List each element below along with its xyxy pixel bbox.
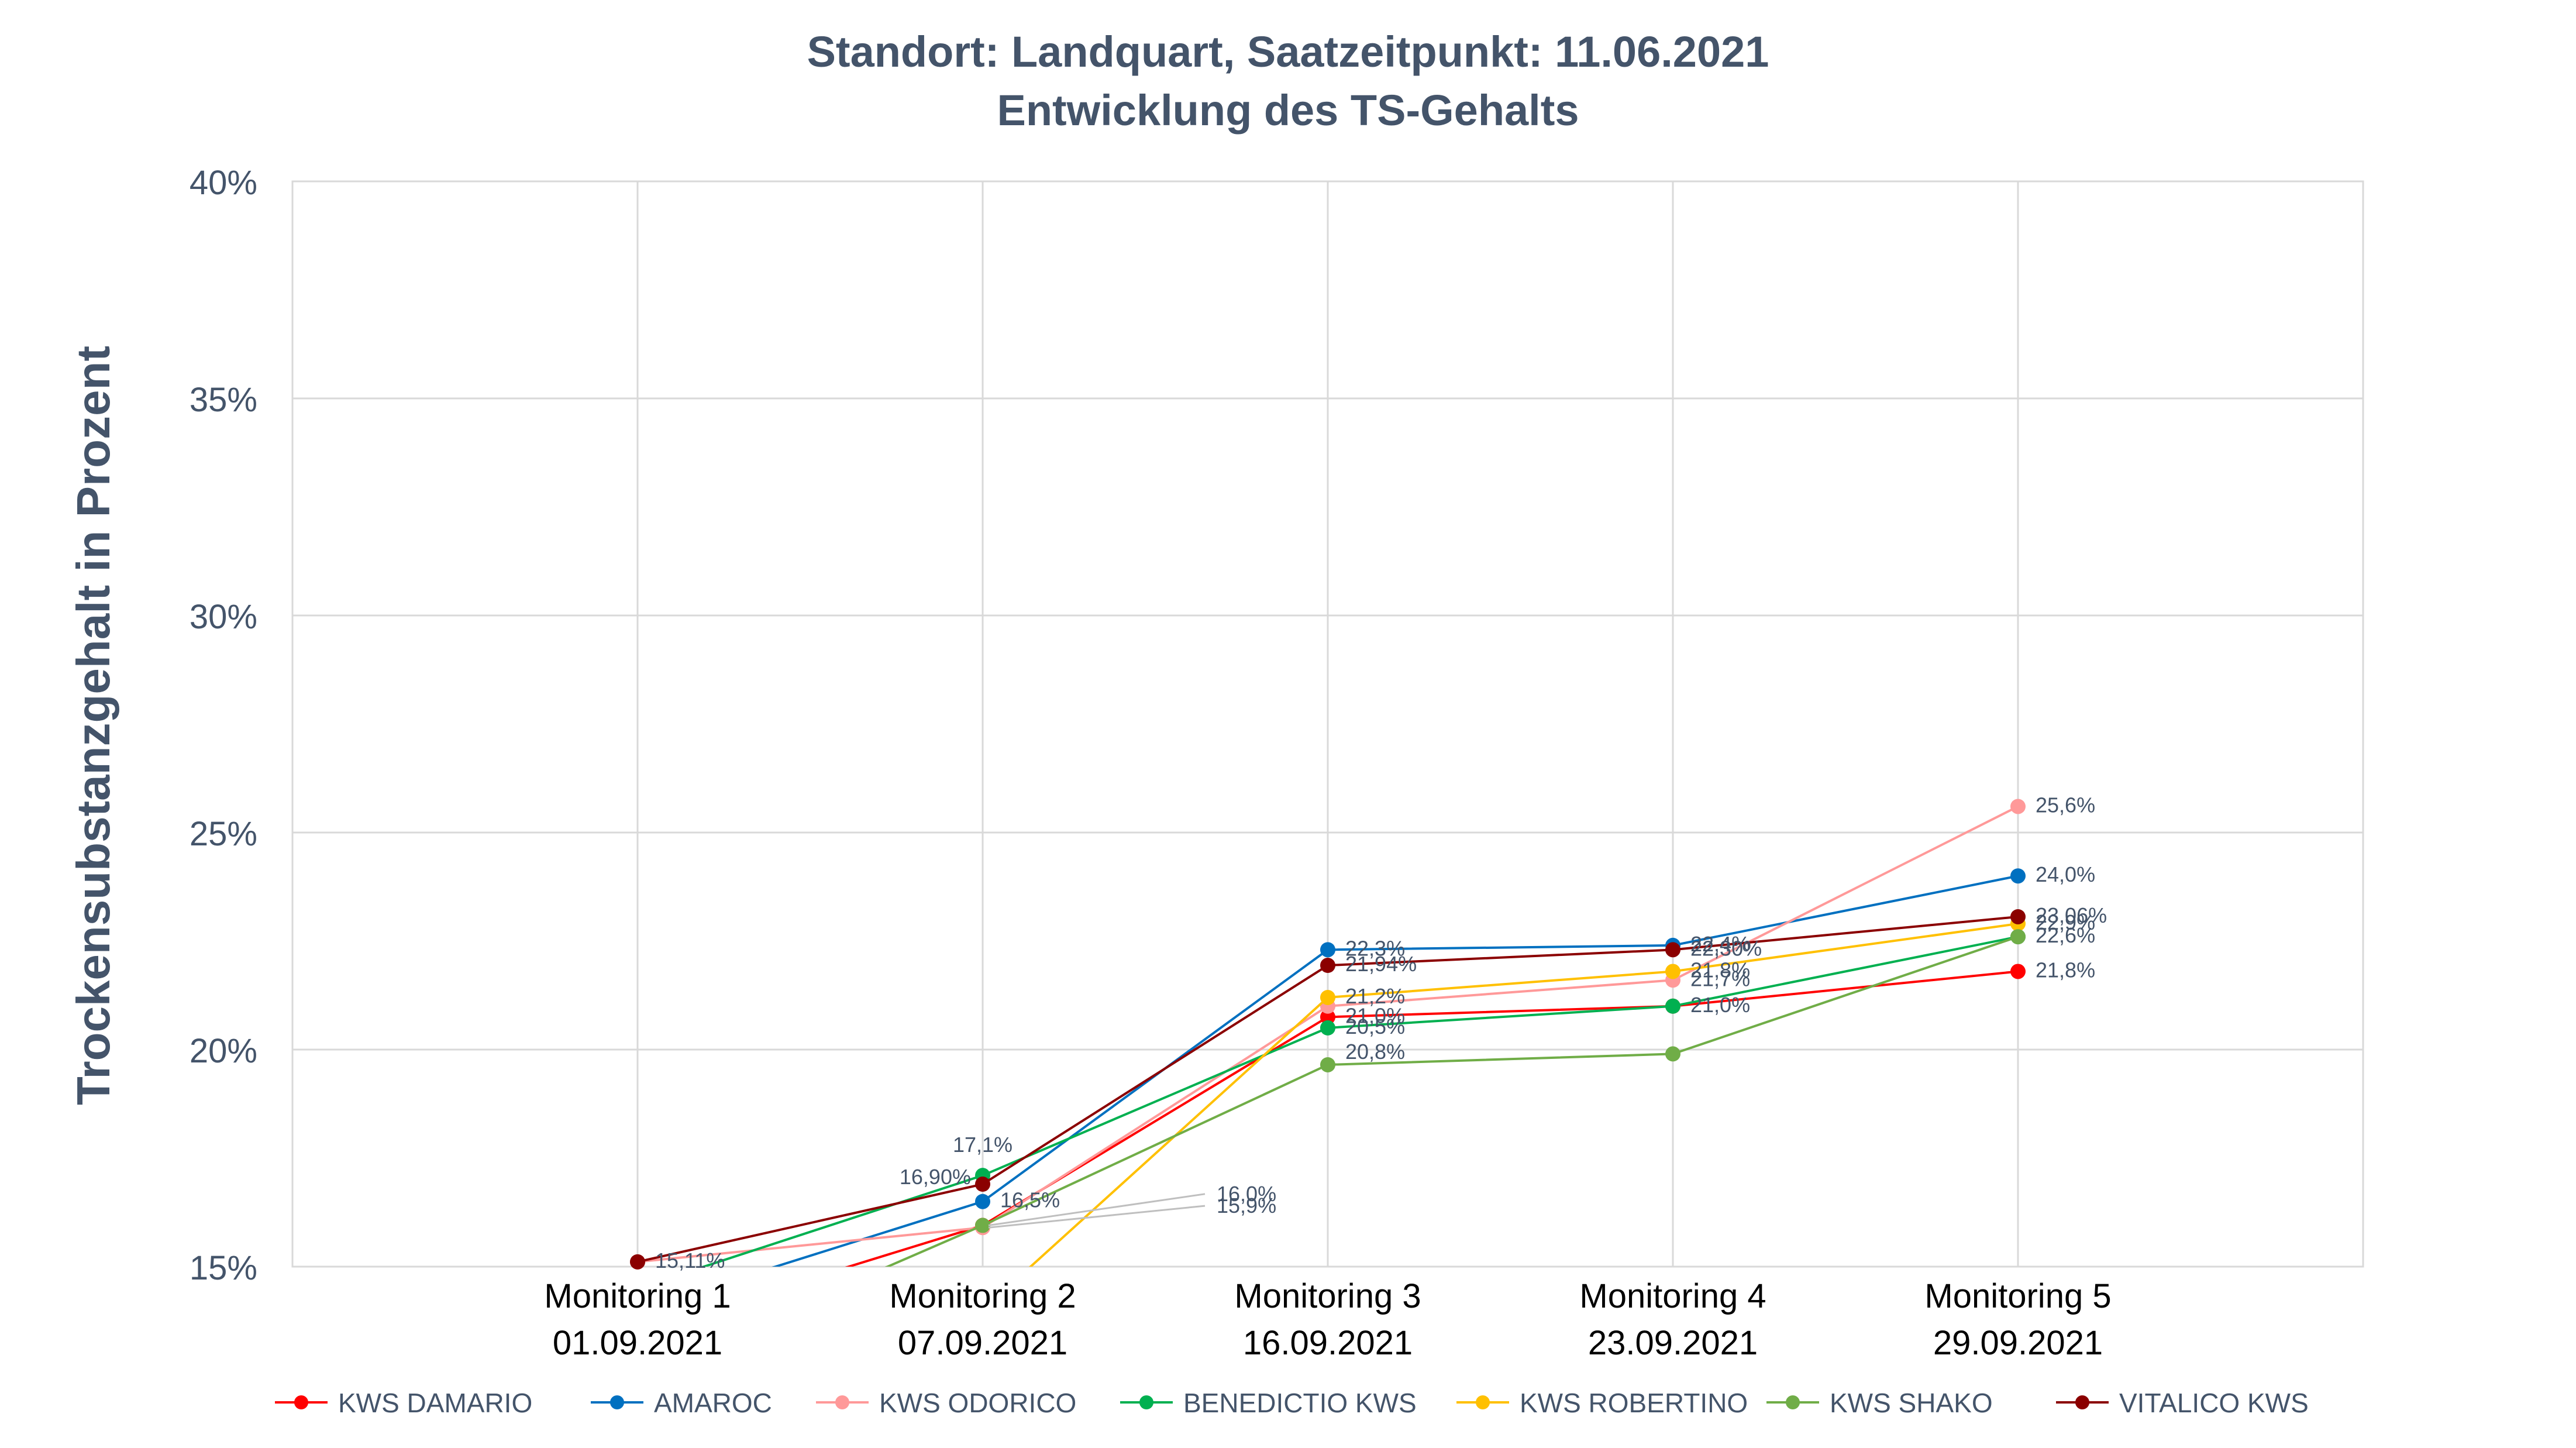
data-label: 22,4% [1690,932,1750,956]
data-label: 17,1% [953,1133,1013,1157]
data-label: 16,0% [1217,1182,1276,1206]
data-label: 21,8% [1690,958,1750,982]
legend-swatch-marker [835,1395,849,1409]
x-tick-label: Monitoring 3 [1234,1277,1421,1315]
y-tick-label: 15% [190,1249,257,1287]
x-tick-label: Monitoring 1 [544,1277,731,1315]
legend-entry: AMAROC [654,1388,772,1418]
data-point [1665,998,1680,1014]
data-label: 16,5% [1000,1188,1060,1212]
data-point [975,1217,990,1233]
chart-title: Standort: Landquart, Saatzeitpunkt: 11.0… [807,27,1769,76]
data-label: 21,8% [2036,958,2095,982]
legend-swatch-marker [610,1395,624,1409]
y-tick-label: 25% [190,815,257,853]
data-label: 21,2% [1345,984,1405,1008]
x-tick-date: 16.09.2021 [1243,1324,1413,1362]
data-point [975,1177,990,1192]
data-label: 25,6% [2036,793,2095,817]
y-tick-label: 20% [190,1032,257,1070]
data-point [1320,1057,1335,1072]
legend-entry: KWS SHAKO [1830,1388,1993,1418]
legend-swatch-marker [1476,1395,1490,1409]
legend-swatch-marker [1786,1395,1800,1409]
x-tick-label: Monitoring 4 [1579,1277,1766,1315]
data-label: 21,0% [1690,993,1750,1017]
legend-swatch-marker [294,1395,308,1409]
data-label: 23,06% [2036,903,2107,927]
data-point [630,1254,645,1270]
data-point [1665,964,1680,979]
y-tick-label: 40% [190,164,257,202]
data-point [1320,958,1335,974]
data-label: 15,9% [1217,1194,1276,1217]
data-point [1665,1046,1680,1062]
data-label: 15,11% [655,1248,725,1272]
chart-subtitle: Entwicklung des TS-Gehalts [997,86,1579,135]
legend-entry: KWS DAMARIO [338,1388,532,1418]
data-label: 22,30% [1690,936,1762,960]
x-tick-date: 01.09.2021 [553,1324,722,1362]
data-label: 20,8% [1345,1040,1405,1064]
data-point [1665,942,1680,958]
data-point [975,1194,990,1209]
annotation-leader-line [988,1193,1206,1226]
y-tick-label: 35% [190,381,257,419]
data-point [2010,868,2026,884]
legend-swatch-marker [1139,1395,1153,1409]
data-point [1320,1020,1335,1036]
legend-entry: KWS ROBERTINO [1520,1388,1748,1418]
y-tick-label: 30% [190,598,257,636]
data-label: 24,0% [2036,862,2095,886]
data-label: 21,7% [1690,967,1750,990]
data-label: 22,3% [1345,936,1405,960]
x-tick-label: Monitoring 2 [889,1277,1076,1315]
data-point [2010,964,2026,979]
legend-entry: BENEDICTIO KWS [1183,1388,1417,1418]
x-tick-date: 07.09.2021 [898,1324,1067,1362]
data-label: 22,9% [2036,910,2095,934]
legend-swatch-marker [2075,1395,2089,1409]
legend-entry: KWS ODORICO [879,1388,1076,1418]
data-label: 21,94% [1345,952,1417,976]
data-point [2010,799,2026,814]
data-point [1320,942,1335,958]
x-tick-date: 23.09.2021 [1588,1324,1758,1362]
data-label: 22,6% [2036,923,2095,947]
annotation-leader-line [988,1205,1206,1229]
data-label: 21,0% [1345,1003,1405,1027]
data-label: 16,90% [900,1165,971,1189]
data-point [2010,909,2026,924]
x-tick-label: Monitoring 5 [1924,1277,2111,1315]
x-tick-date: 29.09.2021 [1933,1324,2103,1362]
data-point [1320,989,1335,1005]
data-label: 20,5% [1345,1014,1405,1038]
data-point [2010,929,2026,945]
data-point [1320,1009,1335,1025]
legend-entry: VITALICO KWS [2119,1388,2309,1418]
